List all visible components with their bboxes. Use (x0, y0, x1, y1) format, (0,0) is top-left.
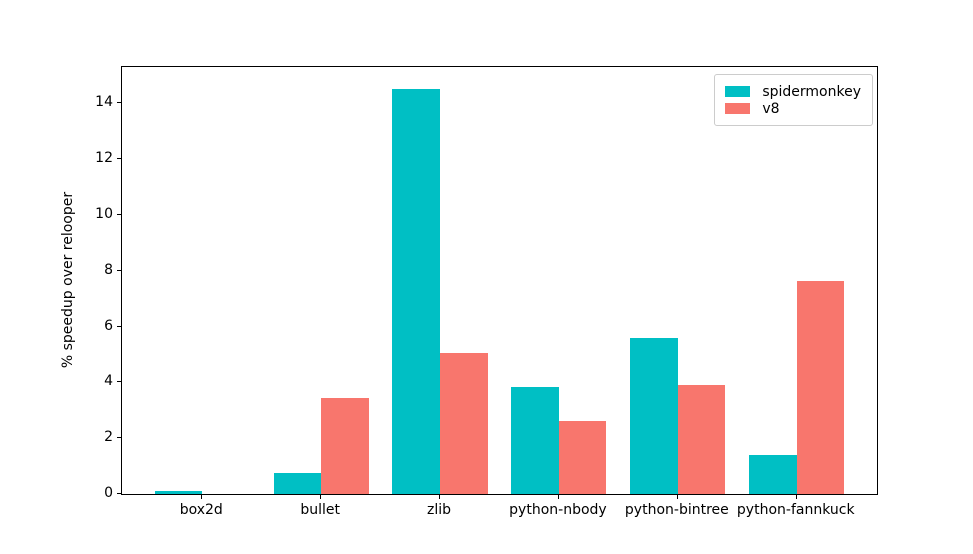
y-tick-mark (117, 437, 121, 439)
x-tick-mark (320, 495, 322, 499)
y-tick-mark (117, 381, 121, 383)
bar-spidermonkey-zlib (392, 89, 441, 494)
x-tick-mark (439, 495, 441, 499)
x-tick-mark (201, 495, 203, 499)
y-tick-label: 14 (95, 94, 113, 111)
x-tick-label-box2d: box2d (179, 502, 223, 518)
legend-entry-spidermonkey: spidermonkey (725, 83, 861, 100)
bar-spidermonkey-python-fannkuck (749, 454, 797, 494)
y-tick-mark (117, 213, 121, 215)
x-tick-label-zlib: zlib (427, 502, 452, 518)
y-tick-label: 4 (104, 373, 113, 390)
bar-v8-bullet (321, 397, 369, 494)
y-tick-mark (117, 269, 121, 271)
bar-spidermonkey-bullet (273, 473, 322, 494)
x-tick-label-python-nbody: python-nbody (509, 502, 607, 518)
bar-spidermonkey-box2d (154, 491, 203, 494)
x-tick-label-bullet: bullet (300, 502, 340, 518)
legend-swatch-spidermonkey (725, 86, 751, 97)
y-tick-label: 8 (104, 261, 113, 278)
y-tick-mark (117, 325, 121, 327)
legend-entry-v8: v8 (725, 100, 861, 117)
y-tick-label: 0 (104, 485, 113, 501)
y-tick-mark (117, 493, 121, 494)
bar-v8-zlib (440, 353, 488, 494)
y-tick-label: 10 (95, 205, 113, 222)
legend-label: v8 (762, 100, 780, 117)
bar-v8-python-nbody (558, 421, 607, 494)
bar-spidermonkey-python-bintree (630, 337, 678, 494)
x-tick-label-python-fannkuck: python-fannkuck (736, 502, 855, 518)
plot-area: spidermonkey v8 (121, 66, 878, 495)
y-tick-label: 6 (104, 317, 113, 334)
x-tick-mark (676, 495, 678, 499)
legend-swatch-v8 (725, 103, 751, 114)
bar-v8-python-fannkuck (796, 280, 845, 494)
x-tick-mark (557, 495, 559, 499)
x-tick-mark (795, 495, 797, 499)
y-tick-label: 2 (104, 429, 113, 446)
legend: spidermonkey v8 (714, 74, 873, 126)
bar-v8-python-bintree (677, 385, 726, 494)
y-tick-mark (117, 158, 121, 160)
bar-spidermonkey-python-nbody (511, 386, 559, 494)
x-tick-label-python-bintree: python-bintree (624, 502, 729, 518)
y-tick-label: 12 (95, 150, 113, 167)
legend-label: spidermonkey (762, 83, 861, 100)
y-tick-mark (117, 102, 121, 104)
